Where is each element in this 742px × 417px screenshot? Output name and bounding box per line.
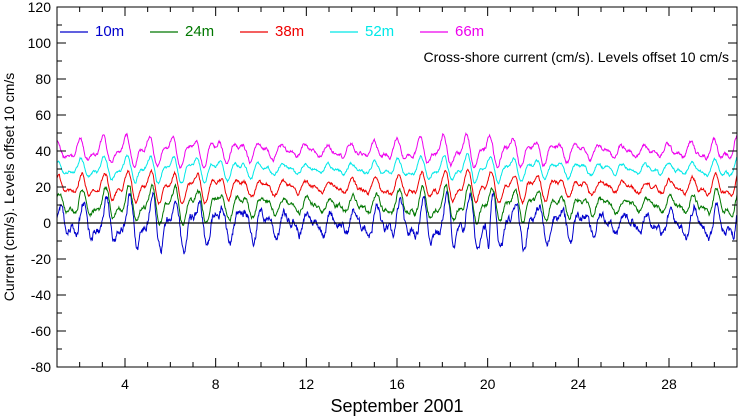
x-axis: 4 8 12 16 20 24 28 [56, 7, 738, 392]
series-line-24m [56, 183, 738, 227]
x-tick-label: 28 [661, 376, 677, 392]
series-line-38m [56, 168, 738, 206]
x-tick-label: 24 [571, 376, 587, 392]
annotation: Cross-shore current (cm/s). Levels offse… [424, 49, 730, 65]
y-tick-label: -80 [31, 359, 51, 375]
x-tick-label: 4 [121, 376, 129, 392]
series-line-10m [56, 190, 738, 255]
y-axis-title: Current (cm/s). Levels offset 10 cm/s [1, 73, 17, 301]
x-tick-label: 20 [480, 376, 496, 392]
y-tick-label: 0 [43, 215, 51, 231]
y-tick-label: 100 [28, 35, 52, 51]
x-tick-label: 8 [212, 376, 220, 392]
y-tick-label: 80 [35, 71, 51, 87]
y-tick-label: 20 [35, 179, 51, 195]
series-layer [56, 131, 738, 255]
y-tick-label: 120 [28, 0, 52, 15]
legend-label-38m: 38m [275, 23, 304, 40]
y-tick-label: -20 [31, 251, 51, 267]
x-axis-title: September 2001 [330, 396, 463, 416]
series-line-52m [56, 153, 738, 185]
legend-label-24m: 24m [185, 23, 214, 40]
y-axis: -80 -60 -40 -20 0 20 40 60 80 100 120 [28, 0, 737, 375]
y-tick-label: 40 [35, 143, 51, 159]
y-tick-label: 60 [35, 107, 51, 123]
x-tick-label: 12 [299, 376, 315, 392]
series-line-66m [56, 131, 738, 169]
legend: 10m 24m 38m 52m 66m [60, 23, 484, 40]
legend-label-66m: 66m [455, 23, 484, 40]
legend-label-52m: 52m [365, 23, 394, 40]
y-tick-label: -60 [31, 323, 51, 339]
legend-label-10m: 10m [95, 23, 124, 40]
y-tick-label: -40 [31, 287, 51, 303]
x-tick-label: 16 [389, 376, 405, 392]
